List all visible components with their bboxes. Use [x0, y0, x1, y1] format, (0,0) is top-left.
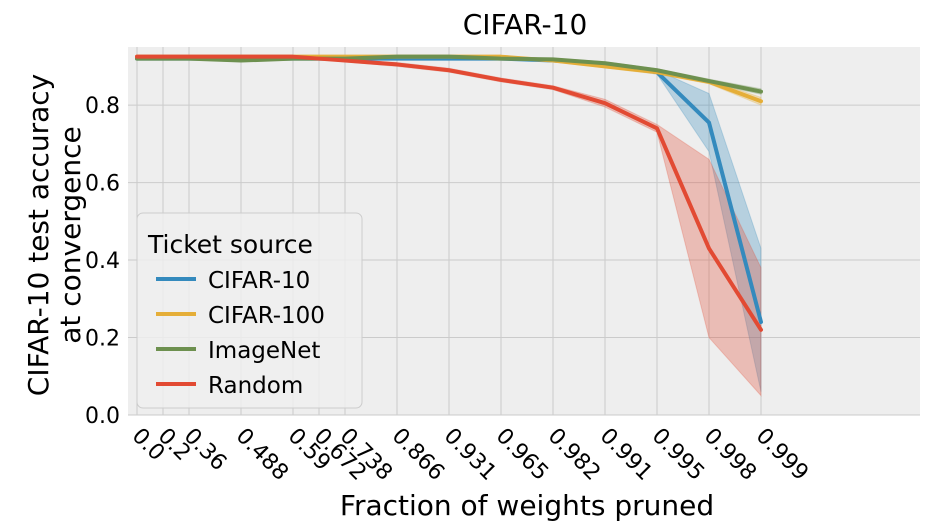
- legend: Ticket source CIFAR-10 CIFAR-100 ImageNet R…: [136, 212, 363, 409]
- legend-label-random: Random: [208, 373, 303, 399]
- y-tick-label: 0.0: [85, 404, 120, 429]
- x-tick-label: 0.982: [543, 424, 605, 486]
- x-tick-label: 0.998: [699, 424, 761, 486]
- x-tick-label: 0.488: [231, 424, 293, 486]
- y-tick-labels: 0.0 0.2 0.4 0.6 0.8: [85, 94, 120, 429]
- y-axis-label-line-2: at convergence: [54, 126, 87, 344]
- series-lines: [135, 54, 763, 332]
- x-tick-label: 0.991: [595, 424, 657, 486]
- series-line-random: [135, 54, 763, 332]
- legend-label-cifar-10: CIFAR-10: [208, 268, 310, 294]
- chart-title: CIFAR-10: [463, 8, 588, 41]
- x-tick-label: 0.999: [751, 424, 813, 486]
- legend-label-imagenet: ImageNet: [208, 338, 320, 364]
- legend-title: Ticket source: [147, 230, 313, 259]
- x-tick-labels: 0.00.20.36 0.4880.590.6720.7380.8660.9310…: [127, 424, 813, 486]
- x-tick-label: 0.866: [387, 424, 449, 486]
- y-tick-label: 0.6: [85, 172, 120, 197]
- legend-label-cifar-100: CIFAR-100: [208, 303, 325, 329]
- x-axis-label: Fraction of weights pruned: [340, 489, 714, 522]
- y-axis-label-line-1: CIFAR-10 test accuracy: [22, 74, 55, 396]
- y-tick-label: 0.4: [85, 249, 120, 274]
- y-tick-label: 0.2: [85, 327, 120, 352]
- y-tick-label: 0.8: [85, 94, 120, 119]
- x-tick-label: 0.995: [647, 424, 709, 486]
- series-line-imagenet: [135, 54, 763, 94]
- legend-box: [136, 212, 363, 409]
- x-tick-label: 0.965: [491, 424, 553, 486]
- x-tick-label: 0.931: [439, 424, 501, 486]
